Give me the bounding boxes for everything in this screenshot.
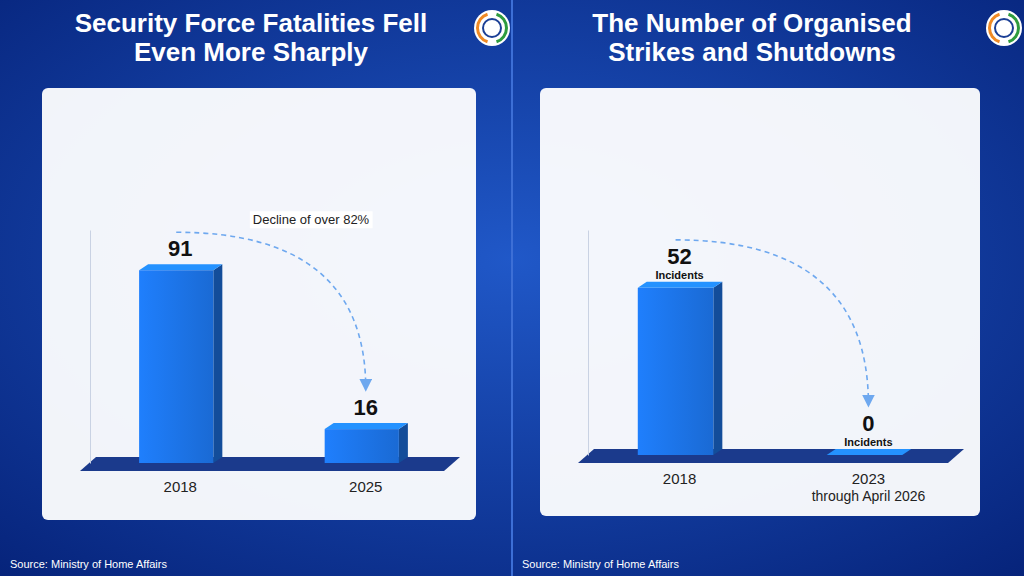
bar-top [325,423,408,429]
y-axis [90,231,91,464]
logo-ring [483,19,501,37]
bar-front [638,288,714,455]
card [42,88,476,520]
text-line: Strikes and Shutdowns [608,37,896,67]
bars [139,264,408,463]
data-label: 16 [354,395,378,420]
x-tick-label: 2018 [164,478,197,495]
floor [578,449,964,463]
x-tick-label: 2023through April 2026 [812,470,926,504]
logo-circle [986,10,1022,46]
y-axis-line [90,231,91,464]
bars [638,282,911,455]
bar-front [827,455,903,456]
bar-top [638,282,723,288]
text-line: Security Force Fatalities Fell [75,8,428,38]
bar [638,282,723,455]
data-label: 0Incidents [844,411,892,448]
bar [827,449,912,455]
title: Security Force Fatalities FellEven More … [75,8,428,67]
x-tick: 2018 [663,467,696,487]
bar [325,423,408,463]
panel-divider [511,0,513,576]
x-tick-line: through April 2026 [812,488,926,504]
bar-side [213,264,222,463]
annotation: Decline of over 82% [253,212,370,227]
panel: The Number of OrganisedStrikes and Shutd… [522,8,1022,570]
data-label-unit: Incidents [655,269,703,281]
x-tick-label: 2018 [663,470,696,487]
data-label-unit: Incidents [844,436,892,448]
logo-circle [474,10,510,46]
x-axis: 2018 2025 [107,475,441,495]
x-axis-line [107,475,441,476]
text-line: The Number of Organised [592,8,911,38]
data-label-number: 0 [862,411,874,436]
data-label: 91 [168,236,192,261]
x-tick: 2023through April 2026 [812,467,926,504]
logo-arc [496,13,508,43]
y-axis [588,231,589,456]
x-tick: 2025 [349,475,382,495]
logo [474,10,510,46]
logo-arc [476,13,488,43]
panel: Security Force Fatalities FellEven More … [10,8,510,570]
chart-root: Security Force Fatalities FellEven More … [0,0,1024,576]
card [540,88,980,516]
x-axis: 2018 2023through April 2026 [605,467,945,504]
source: Source: Ministry of Home Affairs [10,558,167,570]
x-tick-line: 2023 [852,470,885,487]
canvas: Security Force Fatalities FellEven More … [0,0,1024,576]
logo [986,10,1022,46]
x-tick-label: 2025 [349,478,382,495]
source: Source: Ministry of Home Affairs [522,558,679,570]
bar-front [139,270,213,463]
bar [139,264,222,463]
annotation-patch [250,211,373,228]
text-line: Even More Sharply [134,37,369,67]
logo-arc [988,13,1000,43]
trend-arrow [676,240,869,405]
bar-top [827,449,912,455]
bar-front [325,429,399,463]
trend-arrow [176,232,366,389]
bar-side [399,423,408,463]
x-axis-line [605,467,945,468]
y-axis-line [588,231,589,456]
x-tick: 2018 [164,475,197,495]
data-label-number: 52 [667,244,691,269]
bar-top [139,264,222,270]
bar-side [713,282,722,455]
background [0,0,1024,576]
logo-ring [995,19,1013,37]
title: The Number of OrganisedStrikes and Shutd… [592,8,911,67]
logo-arc [1008,13,1020,43]
data-label: 52Incidents [655,244,703,281]
